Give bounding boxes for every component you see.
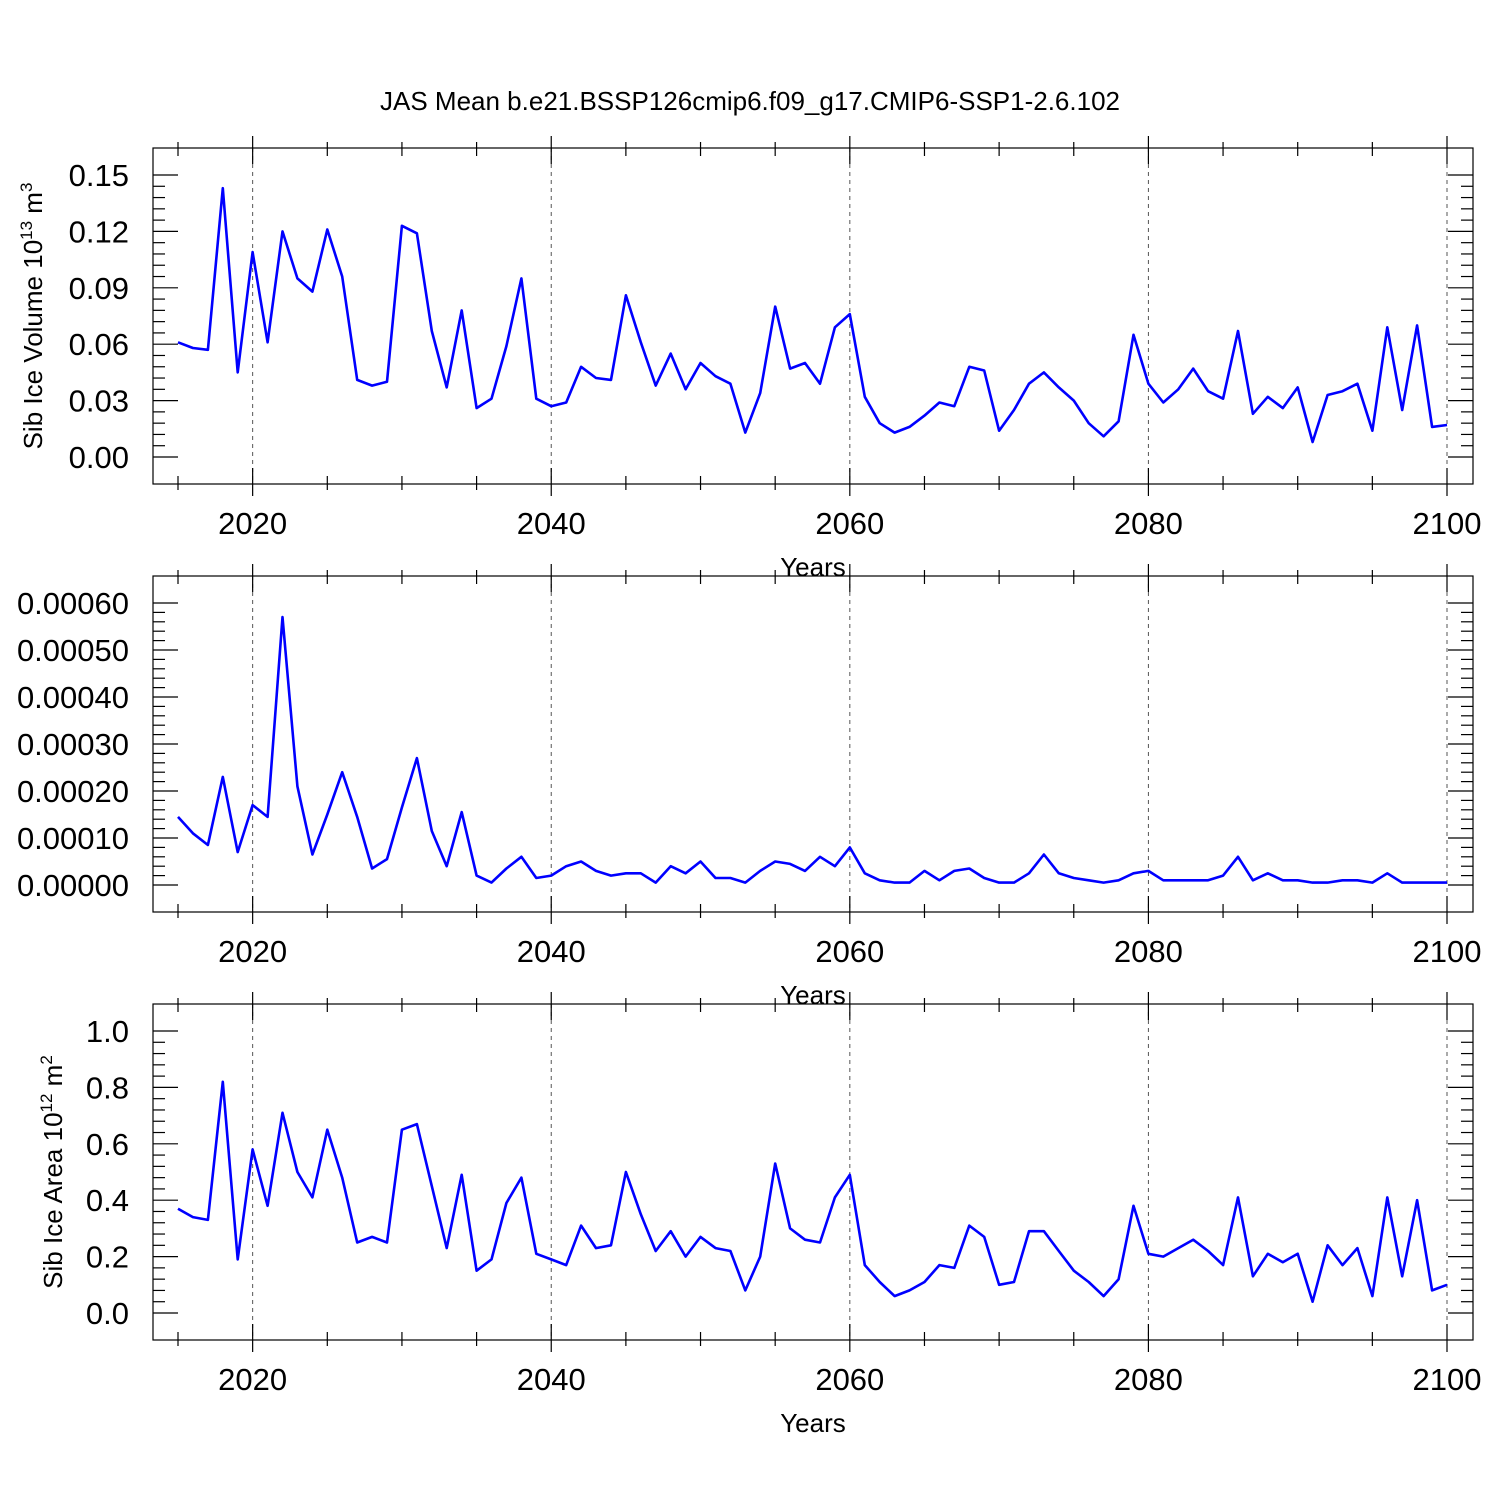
y-tick-label: 0.00010 — [17, 821, 129, 856]
y-tick-label: 0.00020 — [17, 774, 129, 809]
y-axis-label-exponent: 12 — [37, 1094, 56, 1113]
y-axis-label-unit-exponent: 2 — [37, 1055, 56, 1064]
panels: 2020 2040 2060 2080 21000.000.030.060.090.12… — [17, 136, 1482, 1438]
plot-frame — [152, 147, 1474, 485]
y-axis-label: Sib Ice Volume 1013 m3 — [17, 183, 48, 450]
y-axis-label-unit: m — [38, 1065, 68, 1094]
chart-panel-3: 2020 2040 2060 2080 2100 0.0 0.2 0.4 0.6 0.8 1.0 Ye… — [37, 992, 1481, 1438]
y-tick-label: 0.12 — [69, 214, 129, 249]
x-tick-label: 2020 — [218, 506, 287, 541]
y-axis-label-unit: m — [18, 192, 48, 221]
chart-panel-1: 2020 2040 2060 2080 2100 0.00 0.03 0.06 0.09 0.12… — [17, 136, 1481, 582]
x-tick-label: 2040 — [517, 1362, 586, 1397]
y-tick-label: 0.06 — [69, 327, 129, 362]
chart-panel-2: 2020 2040 2060 2080 2100 0.00000 0.00010 0.0002… — [17, 564, 1482, 1010]
y-axis-label-main: Sib Ice Volume 10 — [18, 240, 48, 450]
y-tick-label: 0.03 — [69, 384, 129, 419]
y-tick-label: 0.6 — [86, 1127, 129, 1162]
y-tick-label: 0.00060 — [17, 586, 129, 621]
x-axis-label: Years — [780, 552, 846, 582]
y-axis-label-main: Sib Ice Area 10 — [38, 1112, 68, 1288]
series-line — [177, 1080, 1448, 1303]
y-tick-label: 0.0 — [86, 1296, 129, 1331]
x-tick-label: 2080 — [1114, 506, 1183, 541]
x-tick-label: 2040 — [517, 934, 586, 969]
y-tick-label: 0.15 — [69, 158, 129, 193]
y-tick-label: 0.8 — [86, 1070, 129, 1105]
x-tick-label: 2100 — [1413, 934, 1482, 969]
y-tick-label: 1.0 — [86, 1014, 129, 1049]
x-tick-label: 2060 — [815, 934, 884, 969]
y-tick-label: 0.4 — [86, 1183, 129, 1218]
series-line — [177, 186, 1448, 444]
y-tick-label: 0.00000 — [17, 868, 129, 903]
x-tick-label: 2060 — [815, 506, 884, 541]
y-tick-label: 0.00030 — [17, 727, 129, 762]
series-line — [177, 615, 1447, 884]
y-axis-label: Sib Ice Area 1012 m2 — [37, 1055, 68, 1289]
figure-title: JAS Mean b.e21.BSSP126cmip6.f09_g17.CMIP… — [380, 86, 1120, 116]
x-tick-label: 2020 — [218, 1362, 287, 1397]
y-tick-label: 0.00050 — [17, 633, 129, 668]
x-tick-label: 2040 — [517, 506, 586, 541]
x-tick-label: 2060 — [815, 1362, 884, 1397]
y-tick-label: 0.00040 — [17, 680, 129, 715]
y-tick-label: 0.2 — [86, 1240, 129, 1275]
y-axis-label-unit-exponent: 3 — [17, 183, 36, 192]
x-axis-label: Years — [780, 1408, 846, 1438]
x-tick-label: 2020 — [218, 934, 287, 969]
x-tick-label: 2100 — [1413, 506, 1482, 541]
y-tick-label: 0.09 — [69, 271, 129, 306]
plot-frame — [152, 1003, 1474, 1341]
x-axis-label: Years — [780, 980, 846, 1010]
x-tick-label: 2080 — [1114, 934, 1183, 969]
y-axis-label-exponent: 13 — [17, 221, 36, 240]
x-tick-label: 2100 — [1413, 1362, 1482, 1397]
y-tick-label: 0.00 — [69, 440, 129, 475]
x-tick-label: 2080 — [1114, 1362, 1183, 1397]
